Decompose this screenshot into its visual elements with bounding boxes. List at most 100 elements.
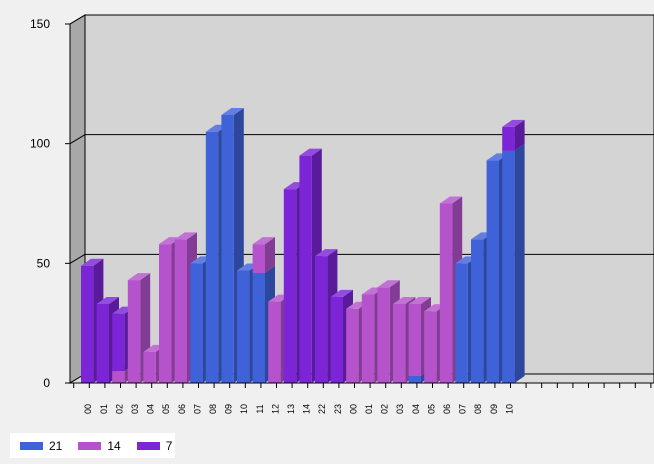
bars xyxy=(81,107,525,384)
bar-top xyxy=(408,297,431,305)
bar-top xyxy=(502,119,525,127)
bar-front xyxy=(502,126,515,151)
x-tick-label: 22 xyxy=(317,404,327,414)
bar-21-9 xyxy=(221,107,244,384)
x-tick-label: 07 xyxy=(458,404,468,414)
x-tick-label: 02 xyxy=(380,404,390,414)
bar-top xyxy=(393,297,416,305)
bar-front xyxy=(112,371,125,383)
bar-front xyxy=(486,160,499,383)
legend-label: 7 xyxy=(165,438,173,453)
bar-front xyxy=(205,131,219,383)
x-tick-label: 04 xyxy=(411,404,421,414)
x-tick-label: 00 xyxy=(348,404,358,414)
x-tick-label: 23 xyxy=(333,404,343,414)
legend-swatch xyxy=(20,441,43,450)
bar-top xyxy=(221,107,244,115)
bar-front xyxy=(408,375,421,383)
x-tick-label: 03 xyxy=(395,404,405,414)
bar-front xyxy=(471,239,484,383)
bar-14-3 xyxy=(127,273,151,383)
bar-top xyxy=(174,232,197,240)
bar-front xyxy=(502,150,515,383)
x-tick-label: 09 xyxy=(224,404,234,414)
bar-top xyxy=(252,237,275,245)
bar-front xyxy=(346,308,359,383)
bar-top xyxy=(315,249,338,257)
bar-top xyxy=(377,280,400,288)
x-tick-label: 10 xyxy=(239,404,249,414)
bar-top xyxy=(439,196,463,204)
x-tick-label: 01 xyxy=(364,404,374,414)
bar-front xyxy=(143,351,156,383)
x-tick-label: 05 xyxy=(426,404,436,414)
bar-front xyxy=(424,311,437,383)
x-tick-label: 03 xyxy=(130,404,140,414)
gridline-side-150 xyxy=(69,14,86,25)
bar-stack-9 xyxy=(221,107,244,384)
legend-item-7: 7 xyxy=(136,438,173,453)
y-tick-label: 100 xyxy=(30,137,50,151)
x-tick-label: 06 xyxy=(442,404,452,414)
legend: 21 14 7 xyxy=(10,433,175,458)
legend-label: 21 xyxy=(49,438,63,453)
bar-front xyxy=(408,304,421,376)
y-tick-label: 150 xyxy=(30,17,50,31)
x-tick-label: 02 xyxy=(114,404,124,414)
x-tick-label: 01 xyxy=(99,404,109,414)
x-tick-label: 07 xyxy=(192,404,202,414)
bar-front xyxy=(393,304,406,383)
bar-top xyxy=(81,258,104,266)
legend-label: 14 xyxy=(107,438,121,453)
bar-front xyxy=(81,265,94,383)
bar-top xyxy=(299,148,322,156)
x-tick-label: 04 xyxy=(146,404,156,414)
bar-front xyxy=(283,189,297,383)
bar-top xyxy=(96,297,119,305)
bar-side xyxy=(265,237,275,273)
legend-item-21: 21 xyxy=(20,439,62,453)
bar-side xyxy=(514,143,525,383)
bar-front xyxy=(455,263,468,383)
bar-7-27 xyxy=(502,119,525,151)
legend-swatch xyxy=(136,441,160,450)
bar-14-11 xyxy=(252,237,275,273)
legend-item-14: 14 xyxy=(78,438,121,453)
bar-front xyxy=(252,244,265,273)
y-tick-label: 50 xyxy=(37,256,51,270)
bar-front xyxy=(315,256,328,383)
x-tick-label: 05 xyxy=(161,404,171,414)
bar-front xyxy=(112,313,125,372)
bar-front xyxy=(174,239,187,383)
x-tick-label: 13 xyxy=(286,404,296,414)
legend-swatch xyxy=(78,441,102,450)
gridline-side-100 xyxy=(69,134,86,145)
bar-front xyxy=(159,244,172,383)
bar-front xyxy=(237,270,250,383)
x-tick-label: 08 xyxy=(208,404,218,414)
bar-front xyxy=(221,114,234,384)
x-tick-label: 12 xyxy=(270,404,280,414)
bar-top xyxy=(330,289,353,297)
bar-front xyxy=(299,155,312,383)
bar-21-27 xyxy=(502,143,525,383)
bar-front xyxy=(361,294,375,383)
gridline-side-50 xyxy=(69,253,86,264)
bar-top xyxy=(127,273,151,281)
y-tick-label: 0 xyxy=(43,376,50,390)
bar-front xyxy=(330,296,343,383)
bar-stack-3 xyxy=(127,273,151,383)
bar-front xyxy=(252,272,265,383)
bar-stack-27 xyxy=(502,119,525,383)
x-tick-label: 09 xyxy=(489,404,499,414)
bar-front xyxy=(96,304,109,383)
x-tick-label: 14 xyxy=(302,404,312,414)
bar-front xyxy=(439,203,453,383)
bar-side xyxy=(514,119,525,151)
bar-front xyxy=(268,301,281,383)
x-tick-label: 08 xyxy=(473,404,483,414)
bar-front xyxy=(127,280,141,383)
x-tick-label: 11 xyxy=(255,404,265,413)
